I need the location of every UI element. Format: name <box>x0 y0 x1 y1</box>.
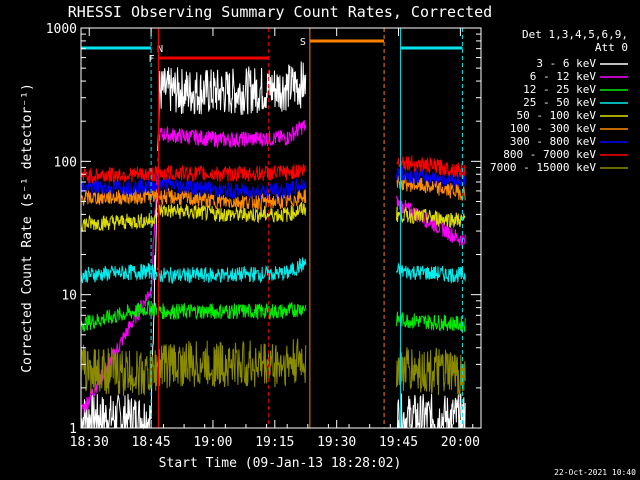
y-tick-label: 1000 <box>46 22 77 37</box>
series-line <box>80 198 158 430</box>
series-3-6-kev <box>80 61 466 430</box>
flag-label: N <box>157 44 163 55</box>
series-line <box>157 257 307 284</box>
series-line <box>157 61 307 152</box>
series-line <box>157 176 307 200</box>
flag-label: F <box>149 54 155 65</box>
generated-timestamp: 22-Oct-2021 10:40 <box>554 468 636 477</box>
series-line <box>80 207 158 232</box>
series-6-12-kev <box>80 119 466 419</box>
series-25-50-kev <box>80 257 466 284</box>
series-line <box>80 262 158 284</box>
x-axis: 18:30 18:45 19:00 19:15 19:30 19:45 20:00 <box>70 28 480 450</box>
series-100-300-kev <box>80 173 466 211</box>
legend-header-attenuator: Att 0 <box>595 41 628 54</box>
series-line <box>396 195 466 249</box>
series-300-800-kev <box>80 166 466 200</box>
flag-s: S <box>300 28 385 428</box>
series-line <box>396 166 466 190</box>
y-axis: 1 10 100 1000 <box>46 22 481 437</box>
y-tick-label: 10 <box>61 289 77 304</box>
legend-header-detectors: Det 1,3,4,5,6,9, <box>522 28 628 41</box>
series-line <box>396 311 466 332</box>
series-line <box>80 178 158 197</box>
legend-entry-label: 300 - 800 keV <box>510 135 596 148</box>
series-800-7000-kev <box>80 155 466 184</box>
x-axis-label: Start Time (09-Jan-13 18:28:02) <box>159 456 402 471</box>
x-tick-label: 19:45 <box>379 435 418 450</box>
series-line <box>396 207 466 229</box>
flag-label: S <box>300 37 306 48</box>
x-tick-label: 19:00 <box>193 435 232 450</box>
x-tick-label: 18:30 <box>70 435 109 450</box>
series-line <box>396 347 466 398</box>
legend-entry-label: 7000 - 15000 keV <box>490 161 596 174</box>
legend-entry-label: 3 - 6 keV <box>536 57 596 70</box>
series-12-25-kev <box>80 300 466 333</box>
y-tick-label: 100 <box>54 155 77 170</box>
series-line <box>80 344 158 396</box>
series-line <box>80 166 158 419</box>
x-tick-label: 19:30 <box>317 435 356 450</box>
legend-entry-label: 12 - 25 keV <box>523 83 596 96</box>
y-tick-label: 1 <box>69 422 77 437</box>
series-50-100-kev <box>80 201 466 232</box>
series-line <box>396 262 466 284</box>
legend-entry-label: 50 - 100 keV <box>517 109 597 122</box>
legend-entry-label: 800 - 7000 keV <box>503 148 596 161</box>
series-line <box>157 119 307 162</box>
series-line <box>157 301 307 321</box>
x-tick-label: 20:00 <box>441 435 480 450</box>
x-tick-label: 19:15 <box>255 435 294 450</box>
series-line <box>157 187 307 211</box>
legend-entry-label: 6 - 12 keV <box>530 70 597 83</box>
data-layer: NF S <box>80 28 466 430</box>
series-line <box>80 300 158 333</box>
series-line <box>157 201 307 224</box>
y-axis-label: Corrected Count Rate (s⁻¹ detector⁻¹) <box>20 83 35 373</box>
legend-entry-label: 25 - 50 keV <box>523 96 596 109</box>
series-line <box>396 173 466 202</box>
chart-title: RHESSI Observing Summary Count Rates, Co… <box>68 3 492 21</box>
series-line <box>80 165 158 184</box>
x-tick-label: 18:45 <box>132 435 171 450</box>
series-line <box>157 338 307 389</box>
plot-frame <box>80 27 482 429</box>
flag-f: F <box>149 28 270 428</box>
legend-entry-label: 100 - 300 keV <box>510 122 596 135</box>
series-line <box>396 393 466 429</box>
series-line <box>157 163 307 182</box>
series-line <box>396 155 466 178</box>
series-7000-15000-kev <box>80 338 466 398</box>
series-line <box>80 187 158 206</box>
